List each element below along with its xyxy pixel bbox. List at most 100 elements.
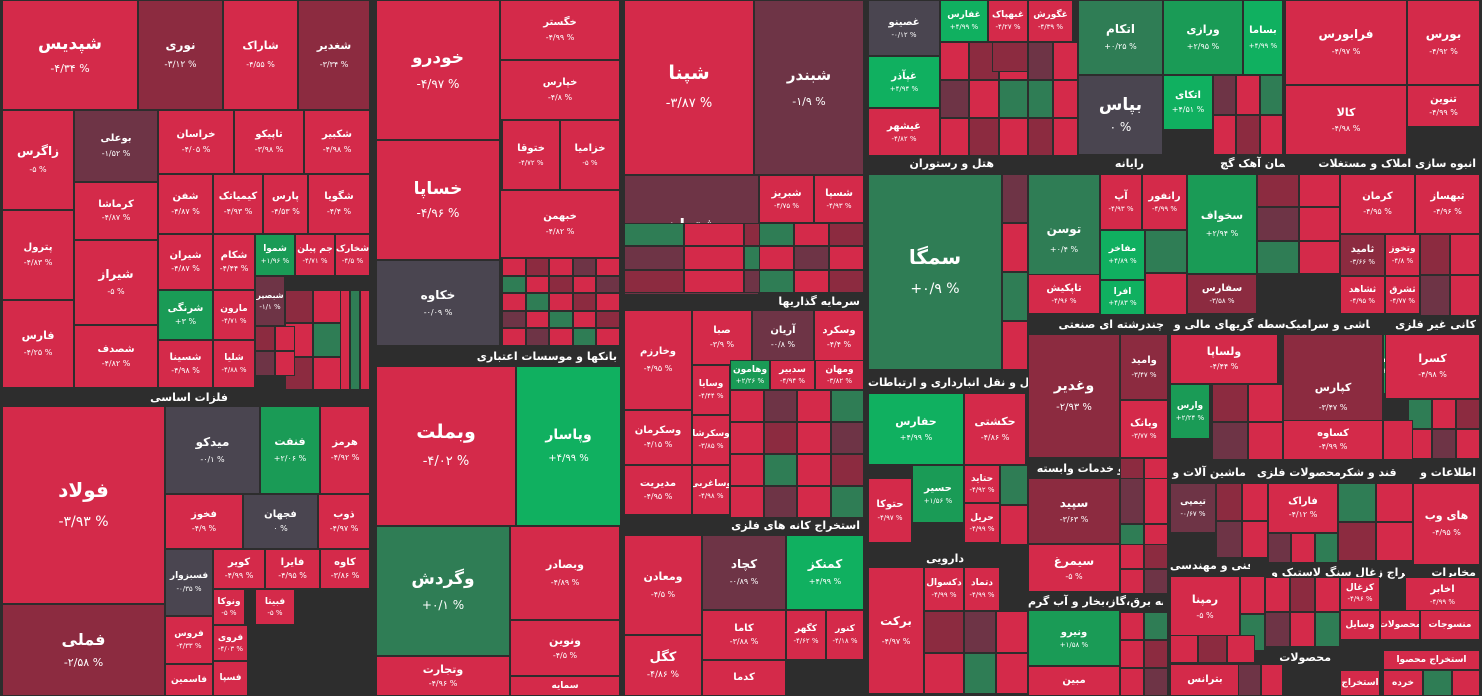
treemap-tile[interactable]: کچاد -۰/۸۹ % [702, 535, 786, 610]
treemap-tile-small[interactable] [1145, 230, 1187, 273]
treemap-tile-small[interactable] [1257, 174, 1299, 208]
treemap-tile[interactable]: ختوقا -۴/۷۲ % [502, 120, 560, 190]
treemap-tile[interactable]: ثشاهد -۴/۹۵ % [1340, 276, 1385, 314]
treemap-tile-small[interactable] [684, 223, 744, 247]
treemap-tile-small[interactable] [1451, 670, 1480, 696]
treemap-tile[interactable]: افرا +۴/۸۳ % [1100, 280, 1145, 315]
treemap-tile[interactable]: کیمیاتک -۴/۹۳ % [213, 174, 263, 234]
treemap-tile-small[interactable] [1383, 420, 1413, 460]
treemap-tile[interactable]: فسبزوار -۰/۳۵ % [165, 549, 213, 616]
treemap-tile-small[interactable] [924, 652, 964, 694]
treemap-tile[interactable]: ونوکا -۵ % [213, 589, 245, 625]
treemap-tile-small[interactable] [1315, 612, 1340, 647]
treemap-tile-small[interactable] [794, 246, 829, 270]
treemap-tile[interactable]: ومهان -۳/۸۲ % [815, 360, 864, 390]
treemap-tile[interactable]: وگردش +۰/۱ % [376, 526, 510, 656]
treemap-tile-small[interactable] [525, 328, 550, 346]
treemap-tile-small[interactable] [996, 611, 1028, 653]
treemap-tile-small[interactable] [1144, 569, 1168, 594]
treemap-tile-small[interactable] [830, 422, 864, 454]
treemap-tile-small[interactable] [1226, 635, 1255, 663]
treemap-tile-small[interactable] [829, 223, 864, 247]
treemap-tile-small[interactable] [1053, 118, 1078, 156]
treemap-tile[interactable]: شگویا -۴/۴ % [308, 174, 370, 234]
treemap-tile[interactable]: میدکو -۰/۱ % [165, 406, 260, 494]
treemap-tile-small[interactable] [1216, 483, 1242, 521]
treemap-tile-small[interactable] [1257, 207, 1299, 241]
treemap-tile-small[interactable] [1450, 275, 1480, 316]
treemap-tile[interactable]: اتکای +۴/۵۱ % [1163, 75, 1213, 130]
treemap-tile-small[interactable] [313, 323, 342, 357]
treemap-tile[interactable]: محصولات [1380, 610, 1420, 640]
treemap-tile-small[interactable] [730, 454, 764, 486]
treemap-tile[interactable]: شسینا -۴/۹۸ % [158, 340, 213, 388]
treemap-tile[interactable]: خرده [1383, 670, 1423, 696]
treemap-tile-small[interactable] [1432, 429, 1456, 459]
treemap-tile-small[interactable] [1247, 422, 1283, 460]
treemap-tile[interactable]: وسکرمان -۴/۱۵ % [624, 410, 692, 465]
treemap-tile-small[interactable] [596, 258, 620, 276]
treemap-tile[interactable]: وامید -۳/۴۷ % [1120, 334, 1168, 400]
treemap-tile[interactable]: هرمز -۴/۹۲ % [320, 406, 370, 494]
treemap-tile[interactable]: شکبیر -۴/۹۸ % [304, 110, 370, 174]
treemap-tile[interactable]: شپنا -۳/۸۷ % [624, 0, 754, 175]
treemap-tile-small[interactable] [1000, 505, 1028, 545]
treemap-tile-small[interactable] [572, 328, 597, 346]
treemap-tile-small[interactable] [1120, 569, 1144, 594]
treemap-tile[interactable]: شیران -۴/۸۷ % [158, 234, 213, 290]
treemap-tile-small[interactable] [1216, 520, 1242, 558]
treemap-tile-small[interactable] [1456, 429, 1480, 459]
treemap-tile-small[interactable] [1298, 240, 1340, 274]
treemap-tile[interactable]: تنوین -۴/۹۹ % [1407, 85, 1480, 127]
treemap-tile[interactable]: حکشتی -۴/۸۶ % [964, 393, 1026, 465]
treemap-tile-small[interactable] [1144, 544, 1168, 569]
treemap-tile[interactable]: خکاوه -۰/۰۹ % [376, 260, 500, 346]
treemap-tile-small[interactable] [964, 611, 996, 653]
treemap-tile[interactable]: مدیریت -۴/۹۵ % [624, 465, 692, 515]
treemap-tile-small[interactable] [940, 80, 970, 118]
treemap-tile[interactable]: ثامید -۳/۶۶ % [1340, 234, 1385, 276]
treemap-tile[interactable]: شیراز -۵ % [74, 240, 158, 325]
treemap-tile-small[interactable] [1265, 612, 1290, 647]
treemap-tile-small[interactable] [940, 118, 970, 156]
treemap-tile-small[interactable] [1028, 118, 1053, 156]
treemap-tile-small[interactable] [525, 293, 550, 311]
treemap-tile-small[interactable] [1144, 612, 1168, 640]
treemap-tile-small[interactable] [763, 454, 797, 486]
treemap-tile[interactable]: فایرا -۴/۹۵ % [265, 549, 320, 589]
treemap-tile-small[interactable] [1375, 483, 1413, 522]
treemap-tile-small[interactable] [730, 486, 764, 518]
treemap-tile-small[interactable] [1120, 544, 1144, 569]
treemap-tile[interactable]: سمایه [510, 676, 620, 696]
treemap-tile-small[interactable] [1198, 635, 1227, 663]
treemap-tile-small[interactable] [1242, 483, 1268, 521]
treemap-tile[interactable]: کرمان -۴/۹۵ % [1340, 174, 1415, 234]
treemap-tile-small[interactable] [1212, 384, 1248, 422]
treemap-tile[interactable]: غیشهر -۴/۸۲ % [868, 108, 940, 156]
treemap-tile-small[interactable] [730, 422, 764, 454]
treemap-tile-small[interactable] [964, 652, 996, 694]
treemap-tile-small[interactable] [502, 258, 526, 276]
treemap-tile-small[interactable] [1213, 115, 1237, 155]
treemap-tile[interactable]: خزامیا -۵ % [560, 120, 620, 190]
treemap-tile[interactable]: شفن -۴/۸۷ % [158, 174, 213, 234]
treemap-tile-small[interactable] [763, 422, 797, 454]
treemap-tile[interactable]: حتاید -۴/۹۲ % [964, 465, 1000, 503]
treemap-tile[interactable]: وبصادر -۴/۸۹ % [510, 526, 620, 620]
treemap-tile-small[interactable] [684, 269, 744, 293]
treemap-tile-small[interactable] [596, 328, 620, 346]
treemap-tile-small[interactable] [1053, 42, 1078, 80]
treemap-tile[interactable]: وسکرشا -۳/۸۵ % [692, 415, 730, 465]
treemap-tile-small[interactable] [1420, 234, 1450, 275]
treemap-tile[interactable]: ثبهساز -۴/۹۶ % [1415, 174, 1480, 234]
treemap-tile-small[interactable] [1259, 75, 1283, 115]
treemap-tile-small[interactable] [969, 118, 999, 156]
treemap-tile[interactable]: بساما +۴/۹۹ % [1243, 0, 1283, 75]
treemap-tile-small[interactable] [1423, 670, 1452, 696]
treemap-tile[interactable]: شخارک -۴/۵ % [335, 234, 370, 276]
treemap-tile[interactable]: وبملت -۴/۰۲ % [376, 366, 516, 526]
treemap-tile[interactable]: سفارس -۳/۵۸ % [1187, 274, 1257, 314]
treemap-tile[interactable]: وتجارت -۴/۹۶ % [376, 656, 510, 696]
treemap-tile[interactable]: خراسان -۴/۰۵ % [158, 110, 234, 174]
treemap-tile-small[interactable] [1290, 577, 1315, 612]
